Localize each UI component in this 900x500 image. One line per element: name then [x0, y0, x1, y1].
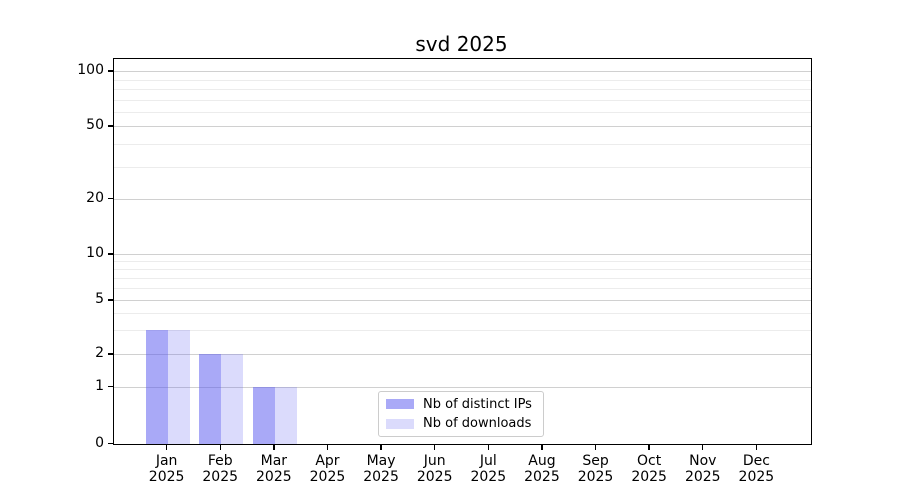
- x-tick-label: Mar 2025: [239, 453, 309, 485]
- y-tick-label: 20: [86, 189, 104, 206]
- x-tick-label: Jul 2025: [453, 453, 523, 485]
- x-tick-label-line: May: [366, 453, 396, 469]
- y-tick-label: 1: [95, 378, 104, 394]
- y-tick-label: 0: [95, 434, 104, 451]
- x-tick-label-line: 2025: [577, 469, 614, 485]
- x-tick-label-line: Jan: [155, 453, 178, 469]
- y-tick-mark: [108, 125, 113, 127]
- x-tick-label-line: Dec: [742, 453, 770, 469]
- x-tick-mark: [594, 444, 597, 450]
- x-tick-label: May 2025: [346, 453, 416, 485]
- x-tick-mark: [380, 444, 382, 450]
- x-tick-label-line: Sep: [582, 453, 609, 469]
- y-tick-mark: [108, 70, 113, 72]
- x-tick-label-line: Jul: [479, 453, 497, 469]
- x-tick-mark: [273, 444, 275, 450]
- bar-downloads: [274, 387, 297, 444]
- x-tick-label: Sep 2025: [561, 453, 631, 485]
- x-tick-label: Jan 2025: [132, 453, 202, 485]
- x-tick-label-line: 2025: [363, 469, 399, 485]
- x-tick-label-line: Nov: [689, 453, 717, 469]
- gridline-minor: [114, 111, 811, 113]
- legend-swatch: [386, 418, 414, 429]
- x-tick-label: Apr 2025: [292, 453, 362, 485]
- x-tick-label-line: 2025: [148, 469, 185, 485]
- gridline-minor: [114, 330, 811, 332]
- legend-label: Nb of distinct IPs: [423, 396, 532, 412]
- y-tick-mark: [108, 386, 113, 388]
- gridline-minor: [114, 99, 811, 101]
- bar-distinct-ips: [145, 330, 168, 444]
- gridline-major: [114, 254, 811, 256]
- gridline-major: [114, 126, 811, 128]
- y-tick-mark: [108, 353, 113, 355]
- x-tick-label-line: 2025: [684, 469, 721, 485]
- y-tick-label: 50: [86, 117, 104, 134]
- x-tick-label-line: 2025: [416, 469, 453, 485]
- gridline-minor: [114, 288, 811, 290]
- x-tick-mark: [433, 444, 436, 450]
- bar-downloads: [167, 330, 190, 444]
- gridline-major: [114, 198, 811, 200]
- gridline-major: [114, 354, 811, 356]
- x-tick-mark: [219, 444, 221, 450]
- x-tick-label-line: 2025: [524, 469, 560, 485]
- y-tick-mark: [108, 197, 113, 200]
- x-tick-mark: [755, 444, 758, 450]
- y-tick-label: 100: [77, 62, 104, 79]
- y-tick-mark: [108, 253, 113, 255]
- x-tick-label: Dec 2025: [721, 453, 791, 485]
- x-tick-mark: [487, 444, 489, 450]
- y-tick-label: 2: [95, 345, 104, 362]
- x-tick-label-line: Oct: [637, 453, 662, 469]
- gridline-minor: [114, 269, 811, 271]
- x-tick-label: Oct 2025: [614, 453, 684, 485]
- chart-title: svd 2025: [415, 32, 508, 56]
- x-tick-label-line: 2025: [202, 469, 239, 485]
- x-tick-label: Jun 2025: [400, 453, 470, 485]
- bar-downloads: [221, 354, 244, 444]
- gridline-minor: [114, 313, 811, 315]
- x-tick-label: Feb 2025: [185, 453, 255, 485]
- legend-row: Nb of downloads: [386, 416, 536, 433]
- legend-label: Nb of downloads: [423, 416, 532, 432]
- bar-distinct-ips: [252, 387, 275, 444]
- x-tick-mark: [648, 444, 650, 450]
- gridline-minor: [114, 261, 811, 263]
- legend: Nb of distinct IPs Nb of downloads: [378, 391, 544, 437]
- gridline-minor: [114, 79, 811, 81]
- y-tick-label: 10: [86, 245, 104, 262]
- x-tick-label-line: Apr: [315, 453, 340, 469]
- x-tick-label-line: 2025: [470, 469, 507, 485]
- gridline-minor: [114, 89, 811, 90]
- x-tick-mark: [326, 444, 329, 450]
- plot-area: [113, 58, 812, 445]
- x-tick-mark: [165, 444, 168, 450]
- x-tick-label: Aug 2025: [507, 453, 577, 485]
- bar-distinct-ips: [199, 354, 222, 444]
- y-tick-mark: [108, 442, 113, 445]
- x-tick-mark: [541, 444, 543, 450]
- x-tick-label: Nov 2025: [668, 453, 738, 485]
- y-tick-label: 5: [95, 291, 104, 308]
- x-tick-label-line: 2025: [256, 469, 292, 485]
- gridline-minor: [114, 143, 811, 145]
- gridline-major: [114, 71, 811, 73]
- legend-swatch: [386, 399, 414, 410]
- x-tick-label-line: 2025: [309, 469, 346, 485]
- y-tick-mark: [108, 299, 113, 301]
- gridline-major: [114, 300, 811, 302]
- x-tick-label-line: 2025: [738, 469, 775, 485]
- x-tick-label-line: 2025: [631, 469, 667, 485]
- x-tick-label-line: Aug: [528, 453, 556, 469]
- x-tick-label-line: Jun: [423, 453, 446, 469]
- x-tick-label-line: Feb: [207, 453, 233, 469]
- x-tick-label-line: Mar: [260, 453, 288, 469]
- x-tick-mark: [702, 444, 704, 450]
- legend-row: Nb of distinct IPs: [386, 396, 536, 413]
- gridline-minor: [114, 166, 811, 168]
- gridline-major: [114, 387, 811, 388]
- gridline-minor: [114, 277, 811, 279]
